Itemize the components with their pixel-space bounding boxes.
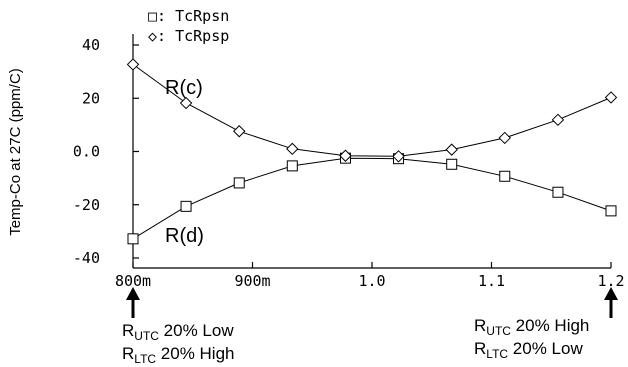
data-point-tcrpsn xyxy=(552,186,564,198)
data-point-tcrpsp xyxy=(604,91,618,104)
data-point-tcrpsp xyxy=(498,131,511,145)
series-layer xyxy=(126,58,618,245)
data-point-tcrpsn xyxy=(286,160,298,172)
right-note-line-1: RUTC 20% High xyxy=(474,316,589,338)
right-note: RUTC 20% High RLTC 20% Low xyxy=(474,316,589,361)
data-point-tcrpsp xyxy=(286,142,299,156)
left-arrow-icon xyxy=(126,287,140,318)
data-point-tcrpsn xyxy=(233,177,245,189)
right-note-line-2: RLTC 20% Low xyxy=(474,339,583,361)
series-line-tcrpsn xyxy=(132,157,612,240)
series-line-tcrpsp xyxy=(132,63,612,157)
data-point-tcrpsn xyxy=(446,158,458,170)
x-tick-label: 1.0 xyxy=(358,272,385,290)
data-point-tcrpsp xyxy=(233,125,246,138)
x-tick-label: 900m xyxy=(234,272,270,290)
legend-tcrpsp: ◇: TcRpsp xyxy=(148,27,229,45)
axes xyxy=(132,34,611,269)
data-point-tcrpsp xyxy=(339,149,352,162)
curve-c-label: R(c) xyxy=(165,77,203,99)
y-tick-label: 0.0 xyxy=(73,143,100,161)
left-note-line-1: RUTC 20% Low xyxy=(122,321,234,343)
data-point-tcrpsp xyxy=(126,58,140,71)
left-note-line-2: RLTC 20% High xyxy=(122,344,235,366)
data-point-tcrpsn xyxy=(499,170,511,182)
data-point-tcrpsn xyxy=(180,200,192,212)
data-point-tcrpsp xyxy=(179,96,193,110)
x-tick-label: 1.2 xyxy=(597,272,624,290)
y-tick-label: 40 xyxy=(82,36,100,54)
legend: □: TcRpsn ◇: TcRpsp xyxy=(148,7,229,45)
legend-tcrpsn: □: TcRpsn xyxy=(148,7,229,25)
right-arrow-icon xyxy=(604,287,618,318)
x-tick-label: 800m xyxy=(115,272,151,290)
data-point-tcrpsp xyxy=(445,143,458,156)
y-tick-label: 20 xyxy=(82,89,100,107)
data-point-tcrpsn xyxy=(127,233,139,245)
data-point-tcrpsp xyxy=(551,113,565,127)
tick-layer: 40 20 0.0 -20 -40 800m 900m 1.0 1.1 1.2 xyxy=(73,36,625,290)
data-point-tcrpsn xyxy=(605,205,617,217)
y-axis-label: Temp-Co at 27C (ppm/C) xyxy=(7,68,24,236)
x-tick-label: 1.1 xyxy=(478,272,505,290)
y-tick-label: -40 xyxy=(73,249,100,267)
left-note: RUTC 20% Low RLTC 20% High xyxy=(122,321,235,366)
data-point-tcrpsp xyxy=(392,150,405,163)
curve-d-label: R(d) xyxy=(165,225,204,247)
y-tick-label: -20 xyxy=(73,196,100,214)
